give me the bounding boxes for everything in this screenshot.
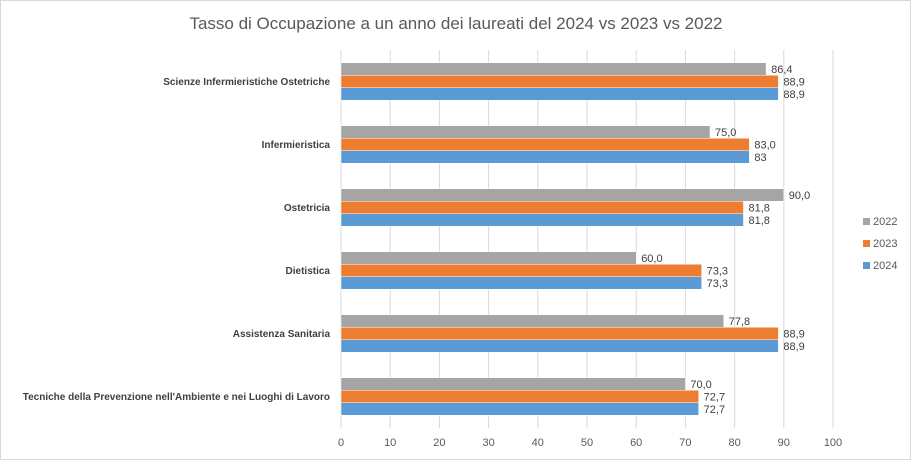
bars: 86,488,988,975,083,08390,081,881,860,073… <box>340 62 810 416</box>
category-labels: Scienze Infermieristiche Ostetriche Infer… <box>23 77 331 403</box>
legend-label: 2023 <box>873 238 897 250</box>
x-tick-label: 80 <box>728 437 740 449</box>
data-label: 77,8 <box>729 316 750 328</box>
data-label: 90,0 <box>789 190 810 202</box>
bar-2022 <box>340 188 785 202</box>
category-label: Tecniche della Prevenzione nell'Ambiente… <box>23 392 330 403</box>
x-tick-label: 70 <box>679 437 691 449</box>
data-label: 60,0 <box>641 253 662 265</box>
bar-2023 <box>340 327 779 340</box>
bar-2023 <box>340 138 750 151</box>
bar-2022 <box>340 377 686 391</box>
bar-2024 <box>340 213 744 227</box>
bar-2022 <box>340 251 637 265</box>
data-label: 83 <box>754 152 766 164</box>
bar-2023 <box>340 390 699 403</box>
data-label: 73,3 <box>707 266 728 278</box>
legend: 2022 2023 2024 <box>863 216 897 272</box>
data-label: 86,4 <box>771 64 792 76</box>
x-tick-label: 10 <box>384 437 396 449</box>
legend-swatch-2022 <box>863 218 870 225</box>
data-label: 81,8 <box>748 215 769 227</box>
x-tick-label: 20 <box>433 437 445 449</box>
x-tick-label: 50 <box>581 437 593 449</box>
bar-2023 <box>340 201 744 214</box>
chart-title: Tasso di Occupazione a un anno dei laure… <box>189 14 722 33</box>
x-tick-label: 40 <box>532 437 544 449</box>
bar-2024 <box>340 339 779 353</box>
category-label: Dietistica <box>286 266 331 277</box>
bar-2022 <box>340 314 725 328</box>
data-label: 70,0 <box>690 379 711 391</box>
category-label: Assistenza Sanitaria <box>233 329 331 340</box>
bar-2024 <box>340 87 779 101</box>
legend-swatch-2023 <box>863 240 870 247</box>
data-label: 73,3 <box>707 278 728 290</box>
category-label: Infermieristica <box>262 140 331 151</box>
data-label: 81,8 <box>748 203 769 215</box>
bar-2024 <box>340 150 750 164</box>
category-label: Ostetricia <box>284 203 331 214</box>
data-label: 88,9 <box>783 77 804 89</box>
bar-2023 <box>340 264 702 277</box>
x-tick-label: 100 <box>824 437 842 449</box>
bar-2022 <box>340 125 711 139</box>
x-tick-label: 30 <box>482 437 494 449</box>
x-tick-labels: 0 10 20 30 40 50 60 70 80 90 100 <box>338 437 842 449</box>
x-tick-label: 0 <box>338 437 344 449</box>
data-label: 88,9 <box>783 89 804 101</box>
data-label: 88,9 <box>783 341 804 353</box>
bar-2024 <box>340 402 699 416</box>
gridlines <box>340 50 834 428</box>
legend-label: 2024 <box>873 260 897 272</box>
legend-label: 2022 <box>873 216 897 228</box>
data-label: 88,9 <box>783 329 804 341</box>
x-tick-label: 60 <box>630 437 642 449</box>
data-label: 72,7 <box>704 404 725 416</box>
category-label: Scienze Infermieristiche Ostetriche <box>163 77 330 88</box>
bar-2023 <box>340 75 779 88</box>
x-tick-label: 90 <box>778 437 790 449</box>
data-label: 75,0 <box>715 127 736 139</box>
bar-2024 <box>340 276 702 290</box>
legend-swatch-2024 <box>863 262 870 269</box>
data-label: 72,7 <box>704 392 725 404</box>
data-label: 83,0 <box>754 140 775 152</box>
bar-2022 <box>340 62 767 76</box>
